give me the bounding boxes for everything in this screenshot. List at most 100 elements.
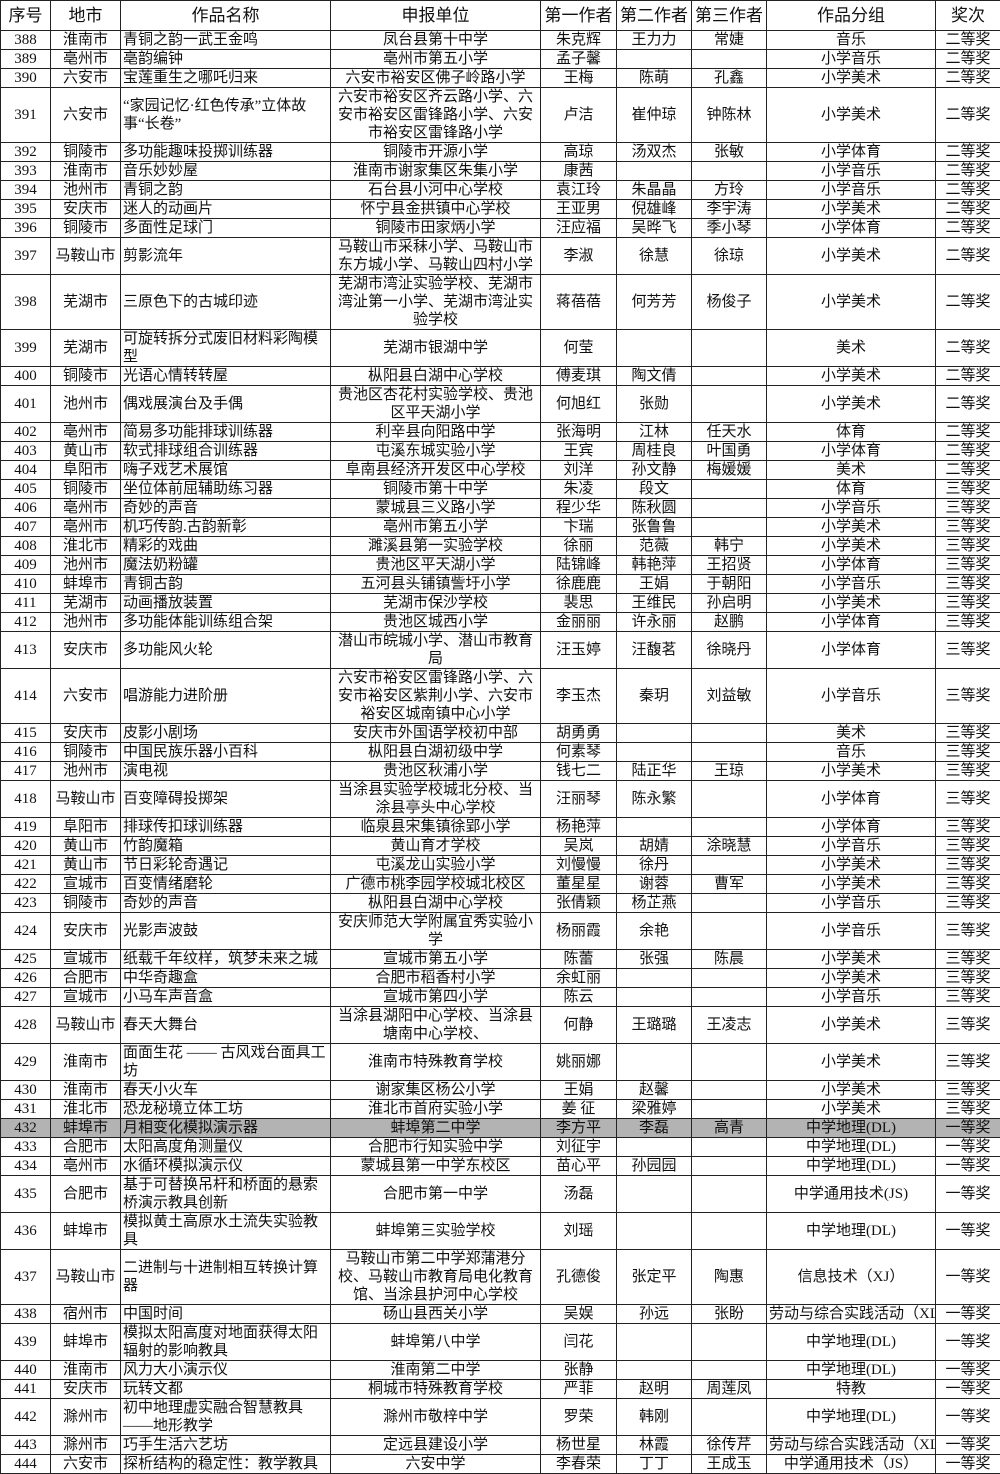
cell-city: 安庆市 xyxy=(51,913,121,950)
cell-serial-number: 395 xyxy=(1,200,51,219)
cell-second-author: 何芳芳 xyxy=(617,275,692,330)
cell-work-group: 小学美术 xyxy=(767,537,936,556)
cell-work-title: 太阳高度角测量仪 xyxy=(121,1138,331,1157)
cell-third-author: 徐晓丹 xyxy=(692,632,767,669)
cell-work-title: 唱游能力进阶册 xyxy=(121,669,331,724)
column-header-second-author: 第二作者 xyxy=(617,1,692,31)
cell-work-group: 美术 xyxy=(767,330,936,367)
cell-city: 淮北市 xyxy=(51,1100,121,1119)
cell-work-group: 小学音乐 xyxy=(767,50,936,69)
cell-second-author xyxy=(617,1324,692,1361)
cell-applicant-unit: 亳州市第五小学 xyxy=(331,50,541,69)
cell-work-title: 软式排球组合训练器 xyxy=(121,442,331,461)
cell-second-author: 孙文静 xyxy=(617,461,692,480)
cell-work-group: 小学美术 xyxy=(767,88,936,143)
cell-applicant-unit: 石台县小河中心学校 xyxy=(331,181,541,200)
cell-city: 合肥市 xyxy=(51,969,121,988)
cell-work-title: 中国时间 xyxy=(121,1305,331,1324)
cell-first-author: 卢洁 xyxy=(541,88,617,143)
cell-third-author: 常婕 xyxy=(692,31,767,50)
cell-second-author xyxy=(617,1176,692,1213)
cell-first-author: 刘征宇 xyxy=(541,1138,617,1157)
cell-city: 合肥市 xyxy=(51,1138,121,1157)
cell-city: 铜陵市 xyxy=(51,143,121,162)
cell-first-author: 张静 xyxy=(541,1361,617,1380)
cell-applicant-unit: 当涂县实验学校城北分校、当涂县亭头中心学校 xyxy=(331,781,541,818)
cell-second-author: 韩刚 xyxy=(617,1399,692,1436)
cell-city: 池州市 xyxy=(51,613,121,632)
cell-work-group: 小学音乐 xyxy=(767,913,936,950)
cell-applicant-unit: 屯溪龙山实验小学 xyxy=(331,856,541,875)
cell-work-title: 模拟黄土高原水土流失实验教具 xyxy=(121,1213,331,1250)
cell-third-author: 周莲凤 xyxy=(692,1380,767,1399)
cell-first-author: 李玉杰 xyxy=(541,669,617,724)
cell-work-group: 中学地理(DL) xyxy=(767,1361,936,1380)
cell-work-title: 坐位体前屈辅助练习器 xyxy=(121,480,331,499)
cell-second-author xyxy=(617,1044,692,1081)
cell-first-author: 陈云 xyxy=(541,988,617,1007)
cell-work-title: 巧手生活六艺坊 xyxy=(121,1436,331,1455)
cell-applicant-unit: 安庆市外国语学校初中部 xyxy=(331,724,541,743)
cell-work-group: 体育 xyxy=(767,423,936,442)
cell-city: 滁州市 xyxy=(51,1399,121,1436)
cell-serial-number: 441 xyxy=(1,1380,51,1399)
cell-applicant-unit: 铜陵市第十中学 xyxy=(331,480,541,499)
cell-applicant-unit: 蚌埠第八中学 xyxy=(331,1324,541,1361)
cell-third-author xyxy=(692,499,767,518)
cell-work-group: 小学美术 xyxy=(767,1100,936,1119)
cell-second-author: 陈永繁 xyxy=(617,781,692,818)
cell-award: 二等奖 xyxy=(936,423,1000,442)
cell-first-author: 陆锦峰 xyxy=(541,556,617,575)
cell-serial-number: 396 xyxy=(1,219,51,238)
cell-second-author xyxy=(617,330,692,367)
cell-work-title: 青铜古韵 xyxy=(121,575,331,594)
cell-applicant-unit: 广德市桃李园学校城北校区 xyxy=(331,875,541,894)
cell-serial-number: 398 xyxy=(1,275,51,330)
cell-first-author: 杨世星 xyxy=(541,1436,617,1455)
cell-first-author: 何静 xyxy=(541,1007,617,1044)
cell-work-group: 中学通用技术（JS） xyxy=(767,1455,936,1474)
cell-work-group: 劳动与综合实践活动（XL xyxy=(767,1305,936,1324)
cell-work-group: 小学美术 xyxy=(767,1081,936,1100)
cell-first-author: 王娟 xyxy=(541,1081,617,1100)
cell-city: 亳州市 xyxy=(51,1157,121,1176)
cell-work-group: 中学通用技术(JS) xyxy=(767,1176,936,1213)
cell-second-author: 孙远 xyxy=(617,1305,692,1324)
cell-serial-number: 423 xyxy=(1,894,51,913)
cell-city: 淮南市 xyxy=(51,1361,121,1380)
cell-work-title: 排球传扣球训练器 xyxy=(121,818,331,837)
cell-serial-number: 440 xyxy=(1,1361,51,1380)
column-header-work-group: 作品分组 xyxy=(767,1,936,31)
cell-city: 淮南市 xyxy=(51,1081,121,1100)
cell-second-author: 秦玥 xyxy=(617,669,692,724)
cell-first-author: 王亚男 xyxy=(541,200,617,219)
cell-second-author xyxy=(617,50,692,69)
cell-serial-number: 417 xyxy=(1,762,51,781)
cell-work-title: 魔法奶粉罐 xyxy=(121,556,331,575)
cell-award: 三等奖 xyxy=(936,743,1000,762)
cell-work-group: 中学地理(DL) xyxy=(767,1324,936,1361)
cell-work-group: 小学体育 xyxy=(767,442,936,461)
cell-city: 淮北市 xyxy=(51,537,121,556)
cell-applicant-unit: 安庆师范大学附属宜秀实验小学 xyxy=(331,913,541,950)
cell-serial-number: 428 xyxy=(1,1007,51,1044)
cell-work-group: 中学地理(DL) xyxy=(767,1399,936,1436)
cell-third-author: 梅媛媛 xyxy=(692,461,767,480)
cell-city: 安庆市 xyxy=(51,724,121,743)
cell-work-group: 特教 xyxy=(767,1380,936,1399)
cell-applicant-unit: 六安中学 xyxy=(331,1455,541,1474)
cell-second-author: 朱晶晶 xyxy=(617,181,692,200)
cell-first-author: 姚丽娜 xyxy=(541,1044,617,1081)
cell-city: 池州市 xyxy=(51,386,121,423)
